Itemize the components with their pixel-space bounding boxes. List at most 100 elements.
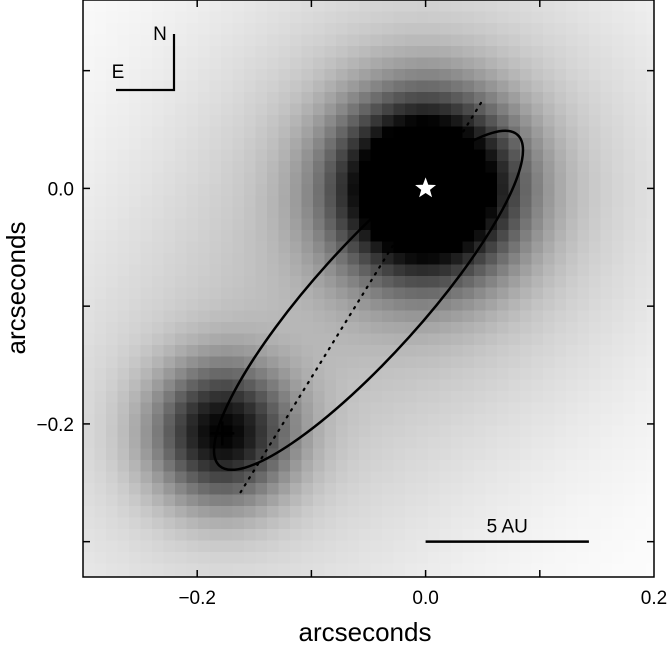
heatmap-cell xyxy=(393,195,406,208)
heatmap-cell xyxy=(531,414,544,427)
heatmap-cell xyxy=(152,23,165,36)
heatmap-cell xyxy=(428,425,441,438)
heatmap-cell xyxy=(175,172,188,185)
heatmap-cell xyxy=(382,529,395,542)
heatmap-cell xyxy=(232,11,245,24)
heatmap-cell xyxy=(324,172,337,185)
heatmap-cell xyxy=(186,517,199,530)
heatmap-cell xyxy=(255,299,268,312)
heatmap-cell xyxy=(359,483,372,496)
heatmap-cell xyxy=(324,506,337,519)
heatmap-cell xyxy=(140,552,153,565)
heatmap-cell xyxy=(117,69,130,82)
heatmap-cell xyxy=(209,69,222,82)
heatmap-cell xyxy=(646,161,654,174)
heatmap-cell xyxy=(428,368,441,381)
heatmap-cell xyxy=(543,310,556,323)
heatmap-cell xyxy=(462,414,475,427)
heatmap-cell xyxy=(577,161,590,174)
heatmap-cell xyxy=(129,506,142,519)
heatmap-cell xyxy=(612,172,625,185)
heatmap-cell xyxy=(232,402,245,415)
heatmap-cell xyxy=(336,11,349,24)
heatmap-cell xyxy=(439,552,452,565)
heatmap-cell xyxy=(497,0,510,13)
heatmap-cell xyxy=(554,138,567,151)
heatmap-cell xyxy=(117,448,130,461)
heatmap-cell xyxy=(577,46,590,59)
heatmap-cell xyxy=(462,161,475,174)
heatmap-cell xyxy=(566,552,579,565)
heatmap-cell xyxy=(244,264,257,277)
heatmap-cell xyxy=(566,103,579,116)
heatmap-cell xyxy=(83,218,96,231)
heatmap-cell xyxy=(186,11,199,24)
heatmap-cell xyxy=(623,115,636,128)
heatmap-cell xyxy=(428,345,441,358)
heatmap-cell xyxy=(474,517,487,530)
heatmap-cell xyxy=(439,448,452,461)
heatmap-cell xyxy=(209,103,222,116)
heatmap-cell xyxy=(393,529,406,542)
heatmap-cell xyxy=(474,310,487,323)
heatmap-cell xyxy=(255,11,268,24)
heatmap-cell xyxy=(416,57,429,70)
heatmap-cell xyxy=(267,517,280,530)
heatmap-cell xyxy=(589,483,602,496)
heatmap-cell xyxy=(554,471,567,484)
heatmap-cell xyxy=(439,540,452,553)
heatmap-cell xyxy=(623,230,636,243)
heatmap-cell xyxy=(186,379,199,392)
heatmap-cell xyxy=(163,287,176,300)
heatmap-cell xyxy=(600,471,613,484)
heatmap-cell xyxy=(163,276,176,289)
heatmap-cell xyxy=(267,80,280,93)
heatmap-cell xyxy=(382,264,395,277)
heatmap-cell xyxy=(175,92,188,105)
heatmap-cell xyxy=(290,356,303,369)
heatmap-cell xyxy=(393,172,406,185)
heatmap-cell xyxy=(635,149,648,162)
heatmap-cell xyxy=(600,540,613,553)
heatmap-cell xyxy=(198,149,211,162)
scale-bar: 5 AU xyxy=(425,517,589,543)
heatmap-cell xyxy=(612,126,625,139)
heatmap-cell xyxy=(83,195,96,208)
heatmap-cell xyxy=(393,115,406,128)
heatmap-cell xyxy=(290,34,303,47)
heatmap-cell xyxy=(612,253,625,266)
heatmap-cell xyxy=(497,448,510,461)
heatmap-cell xyxy=(405,402,418,415)
heatmap-cell xyxy=(566,299,579,312)
heatmap-cell xyxy=(163,356,176,369)
heatmap-cell xyxy=(462,529,475,542)
heatmap-cell xyxy=(94,345,107,358)
heatmap-cell xyxy=(623,379,636,392)
heatmap-cell xyxy=(600,356,613,369)
heatmap-cell xyxy=(313,517,326,530)
heatmap-cell xyxy=(589,414,602,427)
heatmap-cell xyxy=(163,69,176,82)
heatmap-cell xyxy=(577,425,590,438)
heatmap-cell xyxy=(497,161,510,174)
heatmap-cell xyxy=(646,195,654,208)
heatmap-cell xyxy=(232,322,245,335)
heatmap-cell xyxy=(290,368,303,381)
heatmap-cell xyxy=(635,161,648,174)
heatmap-cell xyxy=(255,368,268,381)
heatmap-cell xyxy=(359,264,372,277)
heatmap-cell xyxy=(278,333,291,346)
heatmap-cell xyxy=(370,172,383,185)
heatmap-cell xyxy=(531,115,544,128)
heatmap-cell xyxy=(508,391,521,404)
heatmap-cell xyxy=(336,540,349,553)
heatmap-cell xyxy=(163,230,176,243)
heatmap-cell xyxy=(474,80,487,93)
heatmap-cell xyxy=(497,264,510,277)
heatmap-cell xyxy=(497,345,510,358)
heatmap-cell xyxy=(186,287,199,300)
heatmap-cell xyxy=(106,264,119,277)
heatmap-cell xyxy=(382,0,395,13)
heatmap-cell xyxy=(416,379,429,392)
heatmap-cell xyxy=(267,575,280,577)
